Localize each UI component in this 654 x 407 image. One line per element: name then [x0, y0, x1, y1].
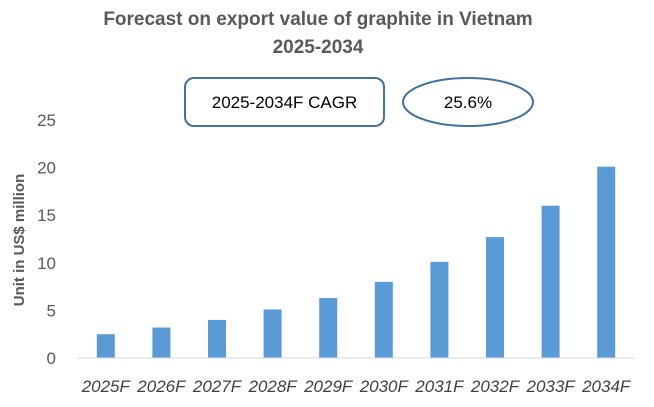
x-tick-label: 2031F: [414, 377, 465, 396]
bar-2026F: [152, 327, 171, 358]
bar-2029F: [319, 298, 338, 358]
y-tick-label: 0: [47, 349, 56, 368]
bar-2032F: [486, 237, 504, 358]
bar-2034F: [597, 166, 616, 358]
bar-2025F: [96, 334, 115, 358]
y-tick-label: 20: [37, 159, 56, 178]
chart-title: Forecast on export value of graphite in …: [103, 9, 532, 30]
y-tick-label: 5: [47, 301, 56, 320]
cagr-value-ellipse: [402, 77, 534, 127]
bar-2027F: [208, 319, 226, 358]
y-axis-ticks: 0 5 10 15 20 25: [37, 111, 56, 368]
y-tick-label: 25: [37, 111, 56, 130]
cagr-label-box: [184, 77, 385, 127]
cagr-value: 25.6%: [444, 93, 492, 112]
chart-subtitle: 2025-2034: [273, 37, 364, 58]
x-tick-label: 2029F: [303, 377, 354, 396]
bar-2031F: [430, 261, 449, 358]
x-axis-ticks: 2025F 2026F 2027F 2028F 2029F 2030F 2031F 2032F…: [81, 377, 632, 396]
y-tick-label: 10: [37, 254, 56, 273]
x-tick-label: 2034F: [581, 377, 632, 396]
bar-2033F: [541, 205, 560, 358]
x-tick-label: 2026F: [136, 377, 187, 396]
bar-2028F: [263, 309, 282, 358]
y-tick-label: 15: [37, 206, 56, 225]
x-tick-label: 2027F: [192, 377, 243, 396]
x-tick-label: 2025F: [81, 377, 132, 396]
x-tick-label: 2030F: [359, 377, 410, 396]
y-axis-label: Unit in US$ million: [11, 174, 28, 307]
bar-series: [96, 166, 616, 358]
x-tick-label: 2028F: [247, 377, 298, 396]
x-tick-label: 2033F: [525, 377, 576, 396]
x-tick-label: 2032F: [470, 377, 521, 396]
cagr-label: 2025-2034F CAGR: [212, 93, 358, 112]
bar-2030F: [374, 281, 393, 358]
